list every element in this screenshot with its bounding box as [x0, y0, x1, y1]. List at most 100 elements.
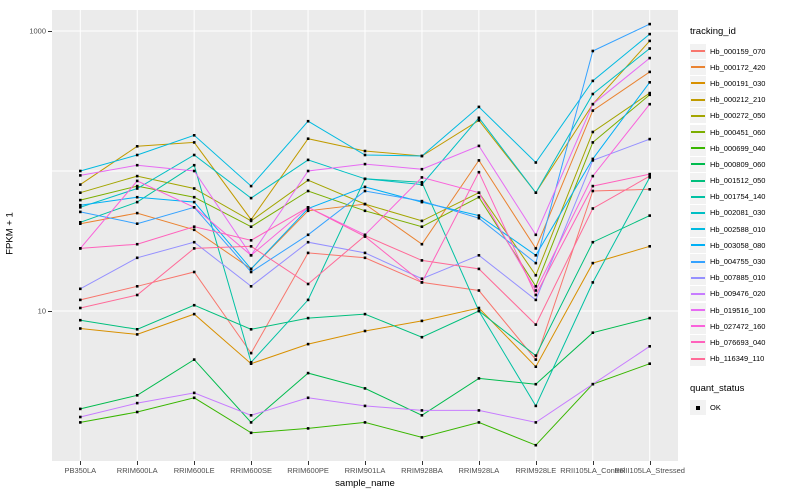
data-point [306, 251, 310, 255]
data-point [420, 242, 424, 246]
legend-key-swatch [690, 270, 706, 286]
data-point [79, 407, 82, 411]
data-point [249, 361, 253, 364]
data-point [79, 206, 82, 209]
data-point [79, 306, 82, 310]
data-point [534, 191, 538, 194]
x-tick-label: RRIM928LA [458, 466, 500, 475]
legend-item-label: Hb_009476_020 [710, 289, 766, 299]
data-point [249, 239, 253, 242]
legend-key-swatch [690, 43, 706, 59]
legend-item-label: Hb_076693_040 [710, 337, 766, 347]
data-point [249, 414, 253, 417]
legend-color-line [691, 260, 705, 263]
plot-panel [52, 10, 678, 461]
x-tick-label: RRIM600SE [230, 466, 272, 475]
legend-item-label: Hb_007885_010 [710, 273, 766, 283]
data-point [79, 287, 82, 291]
data-point [534, 365, 538, 368]
x-axis-title: sample_name [335, 478, 395, 489]
legend-key-swatch [690, 318, 706, 334]
data-point [420, 219, 424, 223]
data-point [420, 225, 424, 228]
data-point [591, 141, 595, 144]
data-point [534, 404, 538, 408]
data-point [363, 153, 367, 157]
data-point [420, 436, 424, 439]
x-tick-label: RRIM600PE [287, 466, 329, 475]
data-point [363, 234, 367, 237]
data-point [648, 362, 651, 365]
data-point [192, 240, 196, 244]
legend-item-label: Hb_000212_210 [710, 95, 766, 105]
data-point [306, 427, 310, 430]
data-point [135, 211, 139, 215]
data-point [591, 130, 595, 134]
x-tick-mark [592, 461, 594, 465]
data-point [591, 109, 595, 112]
data-point [363, 185, 367, 189]
data-point [192, 163, 196, 167]
data-point [135, 184, 139, 188]
data-point [591, 184, 595, 188]
data-point [79, 421, 82, 424]
legend-color-line [691, 292, 705, 295]
legend-item: Hb_001754_140 [690, 189, 800, 205]
data-point [79, 203, 82, 207]
legend-color-line [691, 228, 705, 231]
data-point [477, 105, 481, 109]
y-tick-mark [48, 310, 52, 312]
data-point [306, 342, 310, 346]
data-point [420, 414, 424, 417]
data-point [306, 206, 310, 209]
legend-item: Hb_002081_030 [690, 205, 800, 221]
data-point [363, 329, 367, 333]
data-point [79, 183, 82, 186]
data-point [591, 382, 595, 386]
legend-key-swatch [690, 59, 706, 75]
x-tick-label: RRIM928BA [401, 466, 443, 475]
legend-item: Hb_000699_040 [690, 140, 800, 156]
data-point [534, 293, 538, 297]
data-point [249, 225, 253, 228]
legend-key-swatch [690, 205, 706, 221]
legend-key-swatch [690, 302, 706, 318]
legend-item-label: Hb_000809_060 [710, 159, 766, 169]
legend-color-line [691, 325, 705, 328]
legend-item-label: Hb_000272_050 [710, 111, 766, 121]
data-point [306, 169, 310, 173]
data-point [534, 382, 538, 386]
data-point [591, 157, 595, 161]
data-point [648, 81, 651, 84]
tracking-legend-rows: Hb_000159_070 Hb_000172_420 Hb_000191_030 H… [690, 43, 800, 367]
data-point [249, 351, 253, 355]
data-point [363, 189, 367, 193]
x-tick-mark [478, 461, 480, 465]
legend-title-tracking-id: tracking_id [690, 26, 736, 37]
legend-key-swatch [690, 351, 706, 367]
data-point [477, 159, 481, 162]
legend-color-line [691, 147, 705, 150]
data-point [306, 233, 310, 237]
quant-item-label: OK [710, 403, 721, 413]
data-point [192, 206, 196, 209]
data-point [306, 209, 310, 213]
x-tick-label: RRIM901LA [344, 466, 386, 475]
data-point [79, 210, 82, 214]
data-point [249, 267, 253, 271]
x-tick-mark [308, 461, 310, 465]
data-point [135, 153, 139, 157]
legend-key-swatch [690, 75, 706, 91]
data-point [534, 298, 538, 302]
data-point [135, 163, 139, 167]
legend-color-line [691, 131, 705, 134]
legend-title-quant-status: quant_status [690, 382, 745, 394]
legend-key-swatch [690, 124, 706, 140]
data-point [477, 289, 481, 292]
legend-item-label: Hb_002081_030 [710, 208, 766, 218]
data-point [306, 298, 310, 302]
data-point [135, 333, 139, 336]
data-point [534, 421, 538, 424]
data-point [249, 421, 253, 424]
legend-item: Hb_002588_010 [690, 221, 800, 237]
